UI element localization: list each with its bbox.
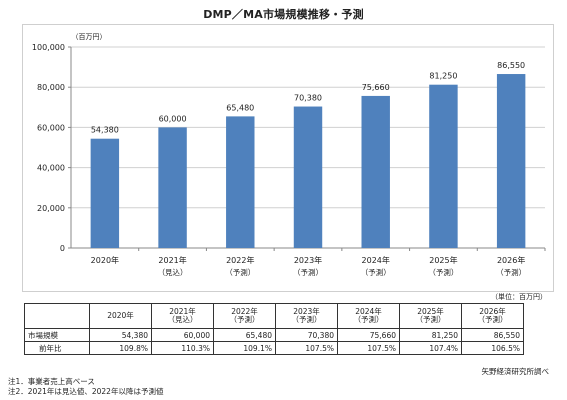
y-tick-label: 100,000 — [32, 43, 65, 52]
footnote: 注1．事業者売上高ベース — [8, 377, 95, 386]
x-tick-label: 2025年 — [429, 255, 457, 265]
table-cell: 107.5% — [337, 341, 400, 355]
footnotes: 注1．事業者売上高ベース 注2．2021年は見込値、2022年以降は予測値 — [8, 377, 163, 397]
table-unit-label: （単位：百万円） — [491, 293, 547, 301]
table-header-cell: 2021年 （見込） — [151, 303, 214, 329]
x-tick-sublabel: （予測） — [225, 267, 255, 277]
table-cell: 65,480 — [213, 328, 276, 342]
bar-value-label: 54,380 — [91, 126, 119, 135]
y-tick-label: 60,000 — [37, 123, 65, 132]
y-tick-label: 0 — [60, 244, 65, 253]
bar-value-label: 65,480 — [226, 103, 254, 112]
x-tick-sublabel: （予測） — [496, 267, 526, 277]
y-tick-label: 20,000 — [37, 204, 65, 213]
bar-value-label: 81,250 — [429, 72, 457, 81]
data-table: 2020年 2021年 （見込） 2022年 （予測） 2023年 （予測） 2024… — [24, 303, 524, 355]
table-cell: 106.5% — [461, 341, 524, 355]
bar-value-label: 60,000 — [159, 114, 187, 123]
y-tick-label: 80,000 — [37, 83, 65, 92]
table-row-yoy: 前年比 109.8% 110.3% 109.1% 107.5% 107.5% 1… — [24, 341, 524, 355]
bar — [158, 127, 187, 248]
bar — [429, 84, 458, 248]
source-credit: 矢野経済研究所調べ — [481, 367, 550, 376]
x-tick-sublabel: （予測） — [428, 267, 458, 277]
x-tick-label: 2024年 — [362, 255, 390, 265]
table-row-label: 市場規模 — [24, 328, 90, 342]
table-header-row: 2020年 2021年 （見込） 2022年 （予測） 2023年 （予測） 2024… — [24, 303, 524, 329]
bar-value-label: 70,380 — [294, 94, 322, 103]
table-header-cell: 2024年 （予測） — [337, 303, 400, 329]
x-tick-sublabel: （予測） — [293, 267, 323, 277]
bar — [496, 74, 526, 248]
table-cell: 70,380 — [275, 328, 338, 342]
bar-chart: （百万円） 0 20,000 40,000 60,000 80,000 100,000 54,… — [32, 33, 546, 277]
y-axis-unit-label: （百万円） — [72, 33, 107, 41]
table-header-cell: 2026年 （予測） — [461, 303, 524, 329]
bar — [226, 116, 255, 249]
table-cell: 54,380 — [89, 328, 152, 342]
table-cell: 107.4% — [399, 341, 462, 355]
x-tick-label: 2020年 — [91, 255, 119, 265]
table-cell: 110.3% — [151, 341, 214, 355]
y-tick-label: 40,000 — [37, 164, 65, 173]
table-corner-cell — [24, 303, 90, 329]
table-header-cell: 2023年 （予測） — [275, 303, 338, 329]
table-row-market-size: 市場規模 54,380 60,000 65,480 70,380 75,660 … — [24, 328, 524, 342]
bar-value-label: 86,550 — [497, 61, 525, 70]
table-cell: 109.8% — [89, 341, 152, 355]
table-header-cell: 2020年 — [89, 303, 152, 329]
x-tick-label: 2022年 — [226, 255, 254, 265]
table-header-cell: 2022年 （予測） — [213, 303, 276, 329]
bar-value-label: 75,660 — [362, 83, 390, 92]
table-cell: 86,550 — [461, 328, 524, 342]
bar — [90, 138, 120, 248]
x-tick-label: 2026年 — [497, 255, 525, 265]
table-cell: 75,660 — [337, 328, 400, 342]
table-cell: 81,250 — [399, 328, 462, 342]
bar — [361, 95, 390, 248]
x-tick-sublabel: （予測） — [361, 267, 391, 277]
footnote: 注2．2021年は見込値、2022年以降は予測値 — [8, 387, 164, 396]
x-tick-label: 2021年 — [158, 255, 186, 265]
chart-title: DMP／MA市場規模推移・予測 — [203, 8, 364, 21]
bar — [293, 106, 323, 249]
x-tick-label: 2023年 — [294, 255, 322, 265]
table-cell: 60,000 — [151, 328, 214, 342]
table-header-cell: 2025年 （予測） — [399, 303, 462, 329]
table-cell: 107.5% — [275, 341, 338, 355]
x-tick-sublabel: （見込） — [158, 268, 188, 277]
table-row-label: 前年比 — [24, 341, 90, 355]
table-cell: 109.1% — [213, 341, 276, 355]
chart-frame: （百万円） 0 20,000 40,000 60,000 80,000 100,000 54,… — [22, 24, 554, 292]
